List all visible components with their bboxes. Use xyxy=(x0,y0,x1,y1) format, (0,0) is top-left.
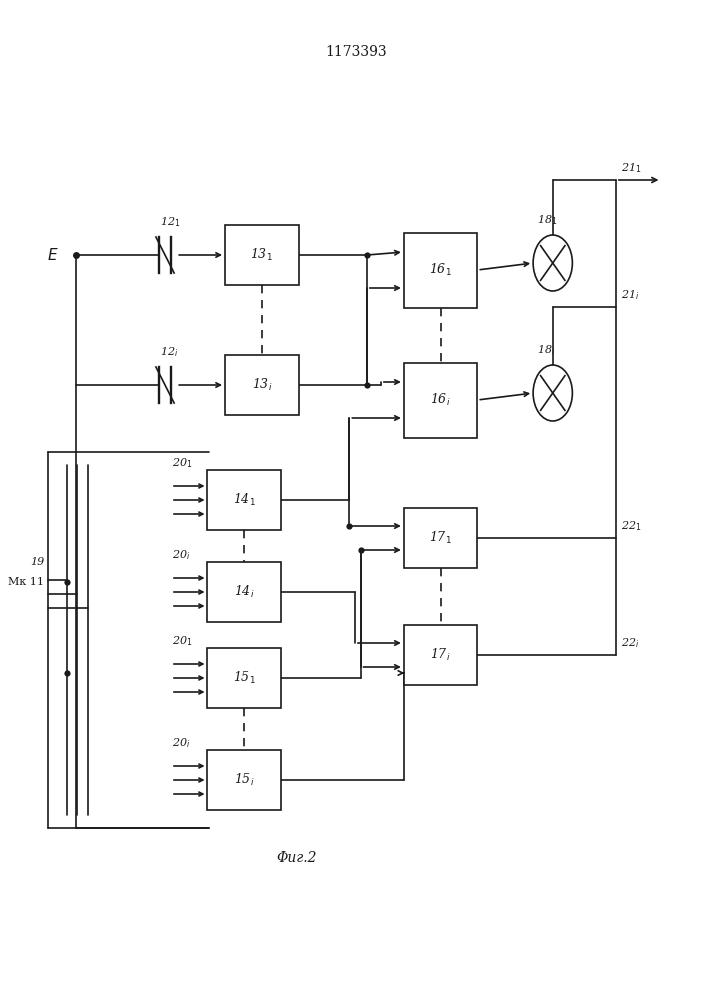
Text: 19: 19 xyxy=(30,557,45,567)
Text: 14$_i$: 14$_i$ xyxy=(234,584,255,600)
Text: 1173393: 1173393 xyxy=(326,45,387,59)
Text: 16$_1$: 16$_1$ xyxy=(429,262,452,278)
Text: 15$_i$: 15$_i$ xyxy=(234,772,255,788)
FancyBboxPatch shape xyxy=(404,232,477,308)
Text: 21$_1$: 21$_1$ xyxy=(621,161,642,175)
FancyBboxPatch shape xyxy=(207,470,281,530)
Text: 13$_1$: 13$_1$ xyxy=(250,247,273,263)
Text: 22$_1$: 22$_1$ xyxy=(621,519,642,533)
FancyBboxPatch shape xyxy=(404,625,477,685)
Text: 17$_i$: 17$_i$ xyxy=(431,647,451,663)
Text: 15$_1$: 15$_1$ xyxy=(233,670,256,686)
Text: 20$_i$: 20$_i$ xyxy=(173,548,191,562)
FancyBboxPatch shape xyxy=(207,648,281,708)
Text: 21$_i$: 21$_i$ xyxy=(621,288,640,302)
Text: $E$: $E$ xyxy=(47,247,59,263)
Circle shape xyxy=(533,235,573,291)
Text: 22$_i$: 22$_i$ xyxy=(621,636,640,650)
Text: Мк 11: Мк 11 xyxy=(8,577,45,587)
FancyBboxPatch shape xyxy=(225,355,298,415)
Text: 14$_1$: 14$_1$ xyxy=(233,492,256,508)
Text: 12$_1$: 12$_1$ xyxy=(160,215,180,229)
FancyBboxPatch shape xyxy=(404,362,477,438)
Circle shape xyxy=(533,365,573,421)
Text: 12$_i$: 12$_i$ xyxy=(160,345,178,359)
Text: 13$_i$: 13$_i$ xyxy=(252,377,272,393)
FancyBboxPatch shape xyxy=(207,750,281,810)
Text: 20$_i$: 20$_i$ xyxy=(173,736,191,750)
FancyBboxPatch shape xyxy=(225,225,298,285)
Text: 16$_i$: 16$_i$ xyxy=(431,392,451,408)
Text: 20$_1$: 20$_1$ xyxy=(173,456,193,470)
FancyBboxPatch shape xyxy=(404,508,477,568)
Text: 20$_1$: 20$_1$ xyxy=(173,634,193,648)
Text: 18$_1$: 18$_1$ xyxy=(537,213,557,227)
Text: 18$_i$: 18$_i$ xyxy=(537,343,555,357)
Text: Φиг.2: Φиг.2 xyxy=(276,851,317,865)
Text: 17$_1$: 17$_1$ xyxy=(429,530,452,546)
FancyBboxPatch shape xyxy=(207,562,281,622)
